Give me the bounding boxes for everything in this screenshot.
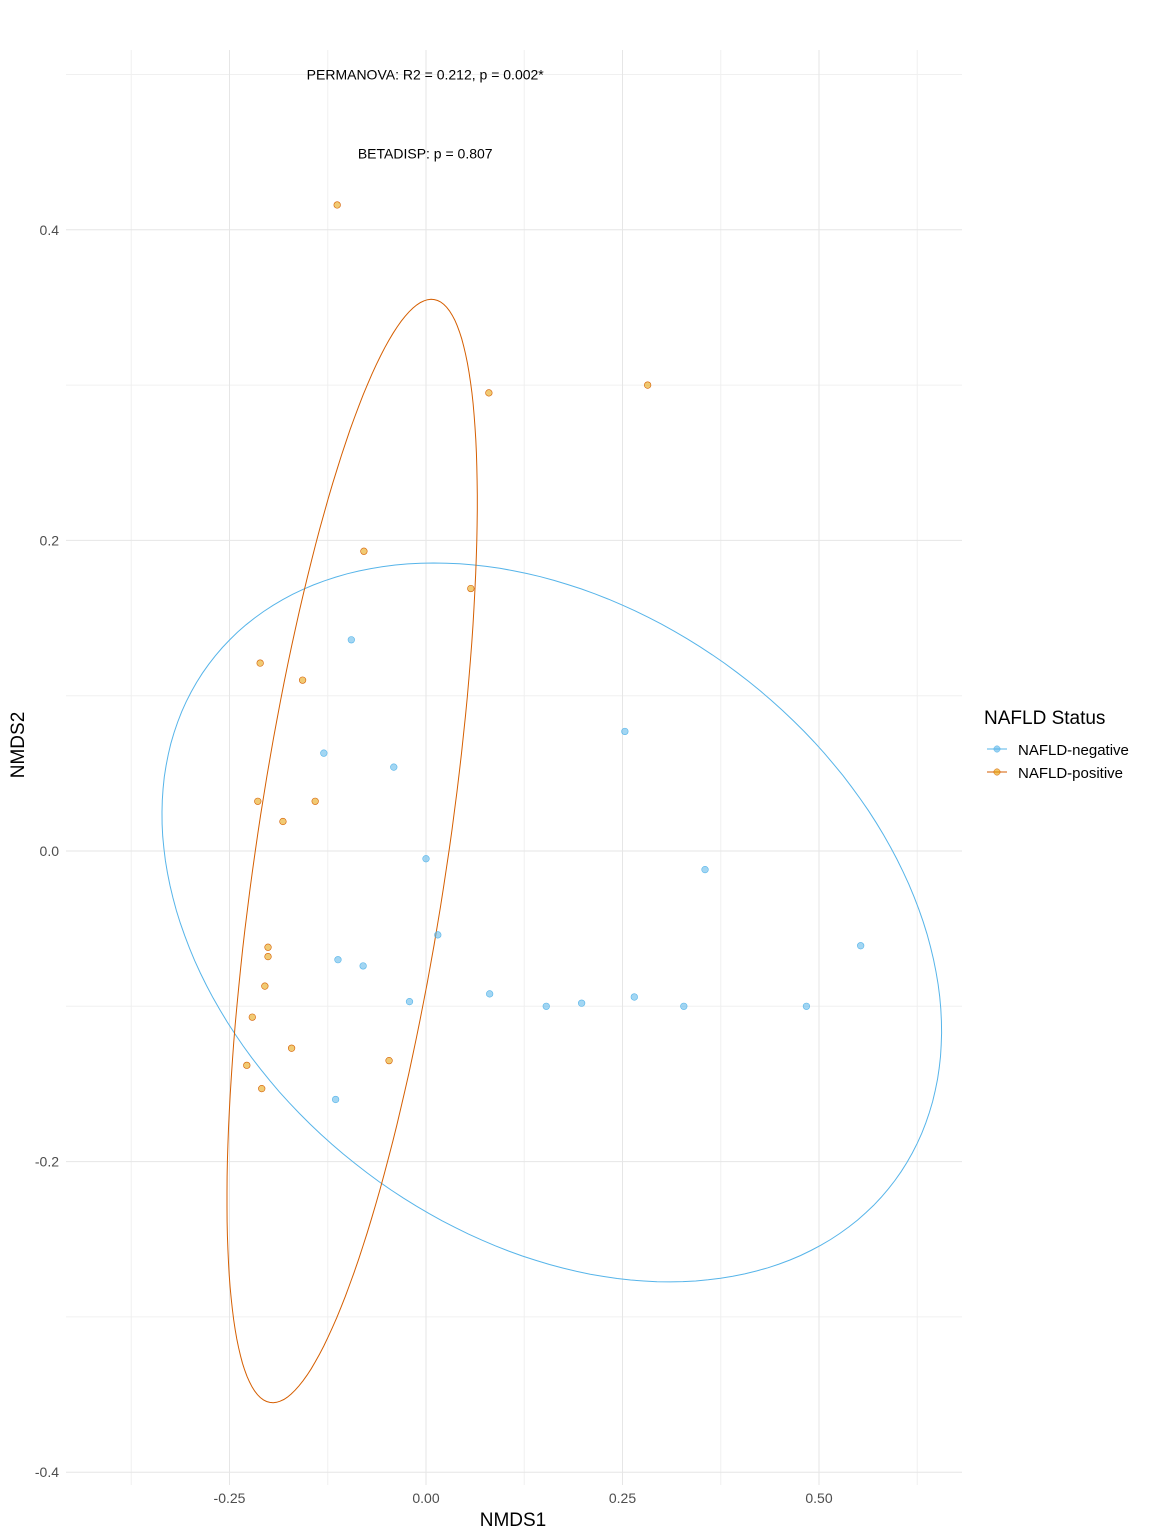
legend-key-point-negative xyxy=(993,745,1001,753)
point-nafld-negative xyxy=(405,998,414,1006)
point-nafld-negative xyxy=(621,727,629,736)
point-nafld-negative xyxy=(802,1002,811,1010)
point-nafld-negative xyxy=(359,962,367,970)
point-nafld-negative xyxy=(578,999,586,1007)
point-nafld-negative xyxy=(701,866,709,874)
y-tick-label: 0.4 xyxy=(40,222,60,238)
point-nafld-negative xyxy=(630,993,638,1001)
x-tick-labels: -0.25 0.00 0.25 0.50 xyxy=(214,1490,833,1506)
minor-gridlines xyxy=(66,50,962,1485)
legend-key-point-positive xyxy=(993,768,1001,776)
point-nafld-negative xyxy=(857,942,865,950)
x-axis-title: NMDS1 xyxy=(480,1510,547,1531)
ellipse-nafld-positive xyxy=(226,298,478,1404)
permanova-annotation: PERMANOVA: R2 = 0.212, p = 0.002* xyxy=(307,67,545,83)
point-nafld-positive xyxy=(264,953,272,961)
legend-entry-negative: NAFLD-negative xyxy=(987,742,1129,759)
legend-label-positive: NAFLD-positive xyxy=(1018,765,1123,782)
y-tick-label: 0.2 xyxy=(40,532,60,548)
major-gridlines xyxy=(66,50,962,1485)
x-tick-label: -0.25 xyxy=(214,1490,246,1506)
point-nafld-negative xyxy=(422,855,430,863)
point-nafld-positive xyxy=(258,1085,266,1093)
point-nafld-positive xyxy=(254,797,262,805)
point-nafld-positive xyxy=(279,817,287,826)
point-nafld-positive xyxy=(298,676,307,684)
point-nafld-negative xyxy=(390,763,398,771)
point-nafld-negative xyxy=(320,749,328,757)
point-nafld-positive xyxy=(485,389,493,397)
data-points xyxy=(243,201,865,1104)
legend-title: NAFLD Status xyxy=(984,708,1105,729)
point-nafld-negative xyxy=(486,990,494,998)
point-nafld-negative xyxy=(542,1002,550,1010)
y-tick-label: -0.4 xyxy=(35,1464,59,1480)
point-nafld-positive xyxy=(311,797,319,805)
point-nafld-negative xyxy=(680,1002,688,1010)
point-nafld-positive xyxy=(467,584,475,593)
point-nafld-positive xyxy=(644,381,652,389)
x-tick-label: 0.00 xyxy=(412,1490,439,1506)
y-axis-title: NMDS2 xyxy=(8,712,29,779)
confidence-ellipses xyxy=(161,298,943,1404)
point-nafld-negative xyxy=(347,636,355,644)
y-tick-label: 0.0 xyxy=(40,843,60,859)
point-nafld-positive xyxy=(360,547,368,555)
y-tick-label: -0.2 xyxy=(35,1154,59,1170)
x-tick-label: 0.25 xyxy=(609,1490,636,1506)
x-tick-label: 0.50 xyxy=(805,1490,832,1506)
y-tick-labels: -0.4 -0.2 0.0 0.2 0.4 xyxy=(35,222,59,1480)
point-nafld-positive xyxy=(243,1061,251,1069)
point-nafld-positive xyxy=(264,943,272,951)
point-nafld-negative xyxy=(334,956,342,964)
point-nafld-positive xyxy=(256,659,264,667)
legend-entry-positive: NAFLD-positive xyxy=(987,765,1123,782)
ellipse-nafld-negative xyxy=(161,562,943,1283)
point-nafld-positive xyxy=(287,1044,296,1052)
point-nafld-positive xyxy=(248,1013,256,1021)
betadisp-annotation: BETADISP: p = 0.807 xyxy=(358,146,493,162)
legend-label-negative: NAFLD-negative xyxy=(1018,742,1129,759)
point-nafld-negative xyxy=(332,1095,340,1104)
point-nafld-positive xyxy=(333,201,341,209)
point-nafld-positive xyxy=(261,982,269,990)
legend: NAFLD Status NAFLD-negative NAFLD-positi… xyxy=(984,708,1129,782)
point-nafld-positive xyxy=(385,1057,393,1065)
point-nafld-negative xyxy=(434,931,442,939)
